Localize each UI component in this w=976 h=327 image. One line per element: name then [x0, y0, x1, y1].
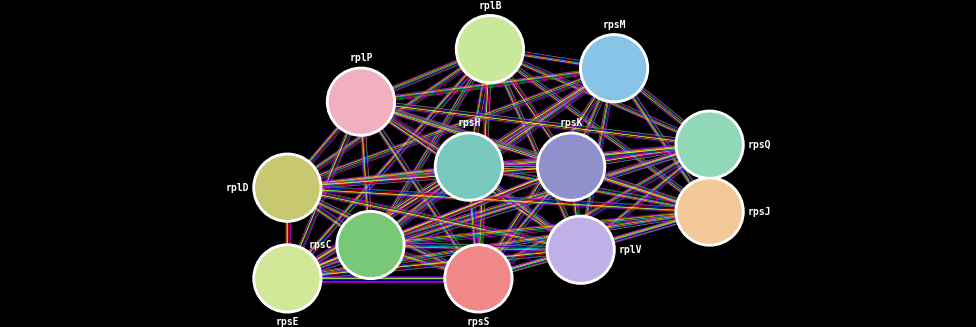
Circle shape [256, 247, 319, 310]
Circle shape [339, 214, 402, 277]
Circle shape [327, 67, 395, 136]
Text: rpsE: rpsE [275, 317, 299, 327]
Circle shape [675, 110, 744, 179]
Circle shape [447, 247, 510, 310]
Circle shape [456, 15, 524, 83]
Text: rpsJ: rpsJ [748, 207, 771, 216]
Circle shape [678, 180, 741, 243]
Text: rpsQ: rpsQ [748, 140, 771, 150]
Text: rplP: rplP [349, 54, 373, 63]
Text: rplV: rplV [619, 245, 642, 255]
Circle shape [580, 34, 648, 103]
Circle shape [459, 18, 521, 81]
Circle shape [253, 153, 322, 222]
Text: rpsK: rpsK [559, 118, 583, 129]
Circle shape [437, 135, 501, 198]
Text: rpsC: rpsC [308, 240, 332, 250]
Circle shape [583, 37, 646, 100]
Circle shape [444, 244, 512, 313]
Circle shape [547, 215, 615, 284]
Circle shape [675, 177, 744, 246]
Circle shape [537, 132, 605, 201]
Circle shape [253, 244, 322, 313]
Text: rplD: rplD [225, 183, 249, 193]
Circle shape [540, 135, 602, 198]
Circle shape [336, 211, 405, 279]
Circle shape [678, 113, 741, 176]
Circle shape [434, 132, 504, 201]
Circle shape [256, 156, 319, 219]
Text: rpsH: rpsH [457, 118, 480, 129]
Text: rpsS: rpsS [467, 317, 490, 327]
Circle shape [330, 70, 392, 133]
Text: rplB: rplB [478, 1, 502, 11]
Text: rpsM: rpsM [602, 20, 626, 30]
Circle shape [549, 218, 612, 281]
